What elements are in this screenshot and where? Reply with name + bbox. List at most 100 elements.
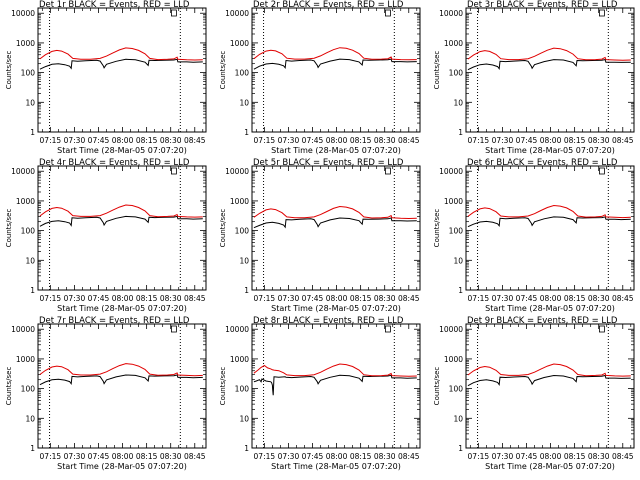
y-axis-label: Counts/sec bbox=[219, 367, 227, 406]
box-marker bbox=[171, 167, 177, 175]
x-axis-label: Start Time (28-Mar-05 07:07:20) bbox=[57, 304, 187, 313]
x-tick-label: 07:45 bbox=[302, 452, 324, 461]
y-tick-label: 1 bbox=[244, 286, 249, 295]
y-axis-label: Counts/sec bbox=[433, 51, 441, 90]
x-tick-label: 08:30 bbox=[160, 136, 182, 145]
y-tick-label: 100 bbox=[449, 385, 464, 394]
y-tick-label: 1 bbox=[458, 286, 463, 295]
x-tick-label: 08:00 bbox=[540, 452, 562, 461]
panel-det-6: 1 10 100 1000 10000 07:15 07:30 07:45 08:00 08:15… bbox=[433, 158, 635, 313]
series-line-red bbox=[39, 47, 203, 61]
x-tick-label: 07:45 bbox=[516, 452, 538, 461]
series-line-red bbox=[253, 47, 417, 61]
y-tick-label: 10000 bbox=[439, 9, 463, 18]
series-line-red bbox=[39, 204, 203, 218]
y-tick-label: 100 bbox=[235, 385, 250, 394]
panel-title: Det 1r BLACK = Events, RED = LLD bbox=[39, 0, 190, 10]
x-tick-label: 08:45 bbox=[398, 452, 420, 461]
x-tick-label: 08:45 bbox=[398, 294, 420, 303]
x-tick-label: 07:30 bbox=[278, 294, 300, 303]
series-line-red bbox=[467, 47, 631, 61]
y-tick-label: 1 bbox=[458, 444, 463, 453]
plot-frame bbox=[251, 165, 421, 291]
y-tick-label: 10 bbox=[25, 256, 35, 265]
x-tick-label: 07:45 bbox=[516, 294, 538, 303]
x-tick-label: 08:15 bbox=[564, 452, 586, 461]
y-tick-label: 100 bbox=[235, 227, 250, 236]
y-tick-label: 10000 bbox=[225, 9, 249, 18]
y-axis-label: Counts/sec bbox=[219, 209, 227, 248]
panel-det-5: 1 10 100 1000 10000 07:15 07:30 07:45 08:00 08:15… bbox=[219, 158, 421, 313]
y-tick-label: 10000 bbox=[225, 167, 249, 176]
x-axis-label: Start Time (28-Mar-05 07:07:20) bbox=[57, 146, 187, 155]
x-tick-label: 08:15 bbox=[564, 294, 586, 303]
x-tick-label: 07:15 bbox=[468, 136, 490, 145]
box-marker bbox=[385, 167, 391, 175]
x-tick-label: 08:15 bbox=[350, 136, 372, 145]
x-tick-label: 07:30 bbox=[64, 136, 86, 145]
series-line-red bbox=[253, 205, 417, 220]
x-tick-label: 07:45 bbox=[302, 294, 324, 303]
y-tick-label: 10000 bbox=[11, 325, 35, 334]
y-tick-label: 10 bbox=[453, 256, 463, 265]
x-tick-label: 07:15 bbox=[468, 294, 490, 303]
y-tick-label: 1000 bbox=[230, 355, 249, 364]
x-tick-label: 08:15 bbox=[136, 294, 158, 303]
panel-title: Det 6r BLACK = Events, RED = LLD bbox=[467, 158, 618, 168]
x-tick-label: 08:00 bbox=[112, 452, 134, 461]
y-tick-label: 10 bbox=[453, 98, 463, 107]
x-tick-label: 07:45 bbox=[516, 136, 538, 145]
y-axis-label: Counts/sec bbox=[5, 367, 13, 406]
y-tick-label: 100 bbox=[21, 227, 36, 236]
box-marker bbox=[385, 325, 391, 333]
series-line-black bbox=[467, 59, 631, 71]
plot-frame bbox=[37, 323, 207, 449]
x-tick-label: 07:15 bbox=[254, 452, 276, 461]
series-line-red bbox=[253, 363, 417, 377]
y-tick-label: 1000 bbox=[16, 355, 35, 364]
x-tick-label: 08:15 bbox=[564, 136, 586, 145]
x-tick-label: 07:30 bbox=[492, 136, 514, 145]
y-tick-label: 1 bbox=[458, 128, 463, 137]
y-tick-label: 100 bbox=[21, 385, 36, 394]
y-tick-label: 10000 bbox=[439, 167, 463, 176]
plot-frame bbox=[465, 7, 635, 133]
x-tick-label: 07:45 bbox=[88, 136, 110, 145]
y-tick-label: 10 bbox=[239, 414, 249, 423]
x-tick-label: 07:30 bbox=[64, 294, 86, 303]
x-tick-label: 07:15 bbox=[40, 294, 62, 303]
box-marker bbox=[385, 9, 391, 17]
y-tick-label: 10000 bbox=[439, 325, 463, 334]
x-tick-label: 08:30 bbox=[374, 452, 396, 461]
series-line-black bbox=[39, 215, 203, 227]
y-tick-label: 1 bbox=[244, 128, 249, 137]
plot-frame bbox=[37, 165, 207, 291]
y-tick-label: 1 bbox=[30, 444, 35, 453]
panel-title: Det 7r BLACK = Events, RED = LLD bbox=[39, 316, 190, 326]
x-tick-label: 08:15 bbox=[350, 452, 372, 461]
y-tick-label: 1000 bbox=[230, 197, 249, 206]
series-line-red bbox=[467, 363, 631, 377]
y-tick-label: 1000 bbox=[444, 39, 463, 48]
panel-det-9: 1 10 100 1000 10000 07:15 07:30 07:45 08:00 08:15… bbox=[433, 316, 635, 471]
panel-title: Det 4r BLACK = Events, RED = LLD bbox=[39, 158, 190, 168]
x-tick-label: 08:15 bbox=[136, 136, 158, 145]
panel-det-8: 1 10 100 1000 10000 07:15 07:30 07:45 08:00 08:15… bbox=[219, 316, 421, 471]
series-line-black bbox=[253, 374, 417, 396]
x-tick-label: 08:30 bbox=[588, 294, 610, 303]
x-tick-label: 08:45 bbox=[612, 294, 634, 303]
plot-frame bbox=[465, 323, 635, 449]
x-tick-label: 08:30 bbox=[374, 294, 396, 303]
y-tick-label: 10 bbox=[239, 256, 249, 265]
plot-frame bbox=[465, 165, 635, 291]
y-tick-label: 1000 bbox=[444, 355, 463, 364]
x-tick-label: 08:30 bbox=[588, 136, 610, 145]
x-axis-label: Start Time (28-Mar-05 07:07:20) bbox=[271, 146, 401, 155]
x-tick-label: 07:15 bbox=[40, 136, 62, 145]
x-tick-label: 07:30 bbox=[278, 452, 300, 461]
x-tick-label: 07:45 bbox=[302, 136, 324, 145]
x-tick-label: 08:30 bbox=[588, 452, 610, 461]
y-tick-label: 10 bbox=[239, 98, 249, 107]
x-axis-label: Start Time (28-Mar-05 07:07:20) bbox=[485, 462, 615, 471]
series-line-red bbox=[467, 204, 631, 219]
